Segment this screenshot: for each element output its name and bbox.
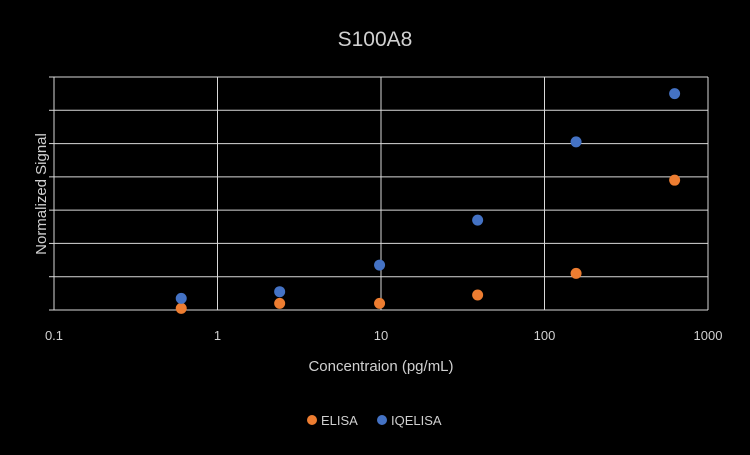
x-tick-label: 100	[534, 328, 556, 343]
legend: ELISA IQELISA	[307, 413, 442, 428]
chart-title: S100A8	[338, 28, 413, 51]
series-iqelisa	[175, 88, 681, 304]
data-point	[570, 136, 582, 148]
grid-lines	[49, 76, 709, 311]
x-tick-label: 1000	[694, 328, 723, 343]
x-axis-label: Concentraion (pg/mL)	[308, 358, 453, 375]
data-point	[175, 302, 187, 314]
data-point	[175, 292, 187, 304]
data-point	[374, 259, 386, 271]
x-tick-label: 1	[214, 328, 221, 343]
x-tick-label: 10	[374, 328, 388, 343]
x-axis-tick-labels: 0.1 1 10 100 1000	[45, 328, 723, 343]
legend-item-iqelisa: IQELISA	[377, 413, 442, 428]
data-point	[669, 174, 681, 186]
data-point	[669, 88, 681, 100]
data-point	[274, 286, 286, 298]
data-point	[274, 297, 286, 309]
legend-marker	[307, 415, 317, 425]
data-point	[374, 297, 386, 309]
legend-label: ELISA	[321, 413, 358, 428]
data-point	[472, 289, 484, 301]
legend-marker	[377, 415, 387, 425]
data-points	[175, 88, 681, 314]
legend-label: IQELISA	[391, 413, 442, 428]
legend-item-elisa: ELISA	[307, 413, 358, 428]
y-axis-label: Normalized Signal	[33, 133, 50, 255]
series-elisa	[175, 174, 681, 314]
data-point	[472, 214, 484, 226]
data-point	[570, 267, 582, 279]
x-tick-label: 0.1	[45, 328, 63, 343]
